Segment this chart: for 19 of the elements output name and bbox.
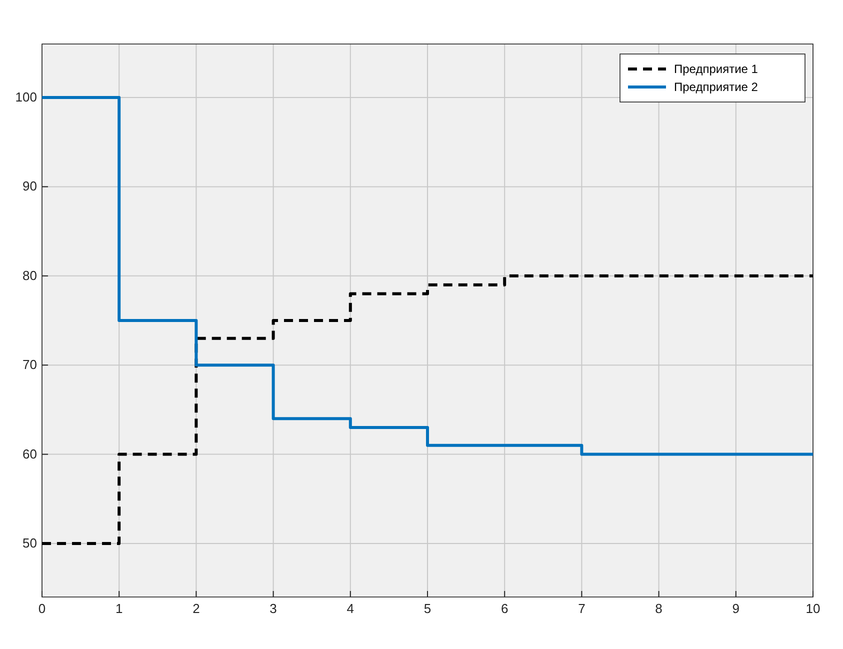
x-tick-label: 10 bbox=[806, 601, 820, 616]
y-tick-label: 80 bbox=[22, 268, 37, 283]
x-tick-label: 5 bbox=[424, 601, 432, 616]
legend-label: Предприятие 2 bbox=[674, 80, 758, 94]
x-tick-label: 1 bbox=[115, 601, 123, 616]
x-tick-label: 8 bbox=[655, 601, 662, 616]
x-tick-label: 2 bbox=[192, 601, 200, 616]
y-tick-label: 100 bbox=[15, 90, 37, 105]
x-tick-label: 6 bbox=[500, 601, 508, 616]
legend-label: Предприятие 1 bbox=[674, 62, 758, 76]
x-tick-label: 4 bbox=[346, 601, 354, 616]
x-tick-label: 3 bbox=[270, 601, 277, 616]
x-tick-label: 9 bbox=[732, 601, 740, 616]
x-tick-label: 0 bbox=[38, 601, 46, 616]
y-tick-label: 90 bbox=[22, 178, 37, 194]
y-tick-label: 50 bbox=[22, 535, 37, 550]
y-tick-label: 70 bbox=[22, 357, 37, 372]
y-tick-label: 60 bbox=[22, 446, 37, 462]
x-tick-label: 7 bbox=[578, 601, 586, 616]
